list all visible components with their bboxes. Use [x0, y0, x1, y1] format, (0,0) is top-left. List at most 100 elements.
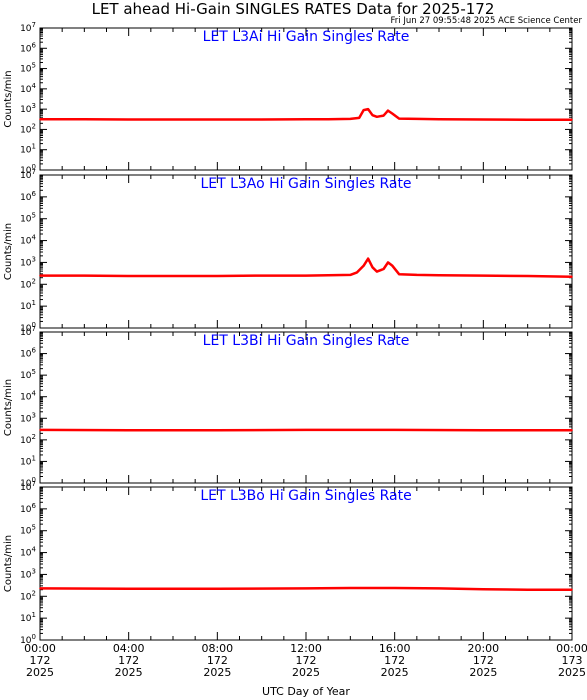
data-point: [571, 118, 573, 121]
y-tick-label: 106: [20, 347, 36, 360]
y-tick-label: 101: [20, 143, 36, 156]
panel-title: LET L3Ao Hi Gain Singles Rate: [200, 176, 411, 192]
data-point: [349, 587, 352, 589]
y-tick-label: 106: [20, 502, 36, 515]
y-tick-label: 105: [20, 524, 36, 537]
data-point: [39, 118, 41, 120]
chart-subtitle: Fri Jun 27 09:55:48 2025 ACE Science Cen…: [391, 16, 583, 26]
data-point: [393, 429, 396, 431]
x-tick-label: 2025: [469, 666, 497, 679]
panel-4: 100 101 102 103 104 105 106 107 LET L3Bo Hi Gain…: [3, 480, 573, 646]
data-point: [482, 274, 485, 277]
y-tick-label: 107: [20, 480, 36, 493]
y-axis-label: Counts/min: [3, 223, 14, 280]
x-tick-label: 172: [296, 654, 317, 667]
data-point: [438, 118, 440, 120]
data-point: [172, 275, 174, 277]
data-point: [358, 117, 361, 119]
plot-frame: [39, 486, 573, 641]
data-point: [387, 109, 389, 112]
y-tick-label: 100: [20, 476, 36, 489]
data-point: [305, 587, 307, 590]
data-point: [83, 274, 86, 277]
data-point: [327, 118, 329, 120]
data-point: [127, 118, 130, 121]
data-point: [482, 429, 485, 432]
data-point: [327, 274, 329, 277]
x-tick-label: 2025: [292, 666, 320, 679]
x-tick-label: 08:00: [201, 642, 233, 655]
y-tick-label: 107: [20, 325, 36, 338]
x-tick-label: 00:00: [24, 642, 56, 655]
data-point: [39, 587, 41, 590]
data-point: [571, 276, 573, 278]
x-tick-label: 2025: [26, 666, 54, 679]
panel-title: LET L3Bi Hi Gain Singles Rate: [203, 333, 410, 349]
data-point: [356, 271, 358, 274]
x-tick-label: 172: [118, 654, 139, 667]
y-tick-label: 102: [20, 589, 36, 602]
data-point: [393, 587, 396, 589]
x-tick-label: 172: [384, 654, 405, 667]
x-tick-label: 2025: [381, 666, 409, 679]
panel-title: LET L3Ai Hi Gain Singles Rate: [203, 29, 410, 45]
y-axis-label: Counts/min: [3, 379, 14, 436]
y-axis-label: Counts/min: [3, 70, 14, 127]
y-tick-label: 104: [20, 546, 36, 559]
y-tick-label: 100: [20, 633, 36, 646]
data-point: [416, 118, 418, 120]
data-point: [391, 112, 394, 115]
data-point: [526, 118, 529, 121]
x-tick-label: 12:00: [290, 642, 322, 655]
data-point: [305, 274, 307, 277]
panel-1: 100 101 102 103 104 105 106 107 LET L3Ai Hi Gain…: [3, 21, 573, 176]
data-point: [376, 115, 378, 118]
y-tick-label: 103: [20, 567, 36, 580]
y-tick-label: 100: [20, 163, 36, 176]
y-tick-label: 106: [20, 41, 36, 54]
data-point: [482, 588, 485, 591]
x-tick-label: 04:00: [113, 642, 145, 655]
data-point: [127, 429, 130, 432]
y-tick-label: 104: [20, 234, 36, 247]
data-point: [416, 274, 418, 276]
data-point: [367, 108, 369, 110]
data-point: [216, 118, 219, 121]
y-tick-label: 100: [20, 321, 36, 334]
series-line: [40, 257, 573, 279]
data-point: [362, 265, 365, 267]
data-point: [398, 117, 400, 120]
series-line: [39, 586, 572, 591]
data-point: [391, 265, 394, 267]
x-tick-label: 20:00: [467, 642, 499, 655]
data-point: [398, 273, 400, 275]
y-tick-label: 107: [20, 168, 36, 181]
y-tick-label: 102: [20, 122, 36, 135]
data-point: [172, 118, 174, 121]
y-tick-label: 105: [20, 212, 36, 225]
y-tick-label: 103: [20, 102, 36, 115]
x-tick-label: 16:00: [379, 642, 411, 655]
data-point: [526, 275, 529, 277]
y-tick-label: 101: [20, 454, 36, 467]
x-tick-label: 2025: [115, 666, 143, 679]
x-tick-label: 2025: [558, 666, 586, 679]
y-tick-label: 106: [20, 190, 36, 203]
data-point: [260, 118, 263, 121]
data-point: [39, 274, 41, 277]
x-tick-label: 2025: [203, 666, 231, 679]
data-point: [526, 588, 529, 591]
y-axis-label: Counts/min: [3, 535, 14, 592]
y-tick-label: 104: [20, 390, 36, 403]
y-tick-label: 105: [20, 368, 36, 381]
panels: 100 101 102 103 104 105 106 107 LET L3Ai Hi Gain…: [3, 21, 573, 646]
y-tick-label: 105: [20, 62, 36, 75]
y-tick-label: 101: [20, 299, 36, 312]
data-point: [438, 587, 440, 590]
data-point: [371, 266, 374, 269]
data-point: [127, 275, 130, 277]
y-tick-label: 103: [20, 411, 36, 424]
data-point: [216, 429, 219, 432]
y-tick-label: 107: [20, 21, 36, 34]
